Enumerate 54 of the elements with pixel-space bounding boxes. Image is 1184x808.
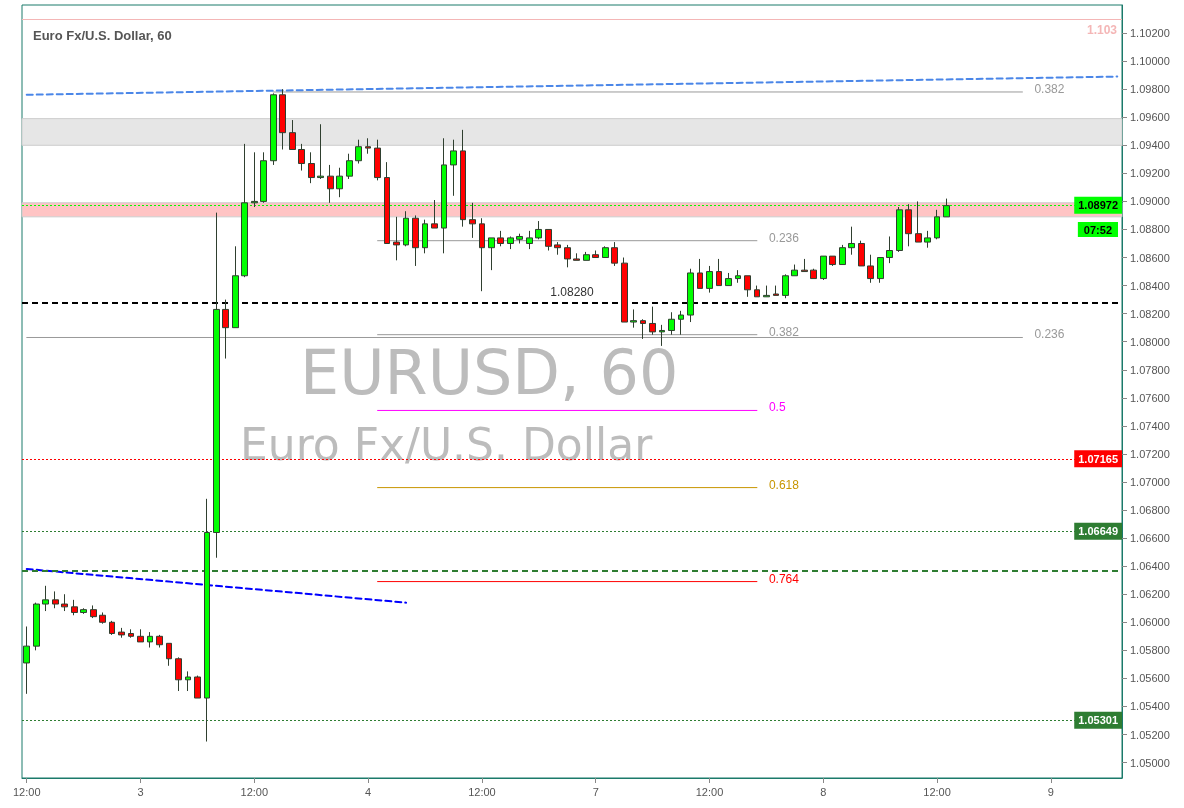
ref-line-label: 1.06649	[1078, 525, 1118, 538]
x-tick-label: 9	[1047, 785, 1054, 798]
series-label: 0.236	[768, 230, 800, 245]
y-tick-label: 1.08400	[1130, 279, 1170, 292]
y-tick-label: 1.08000	[1130, 335, 1170, 348]
y-tick-label: 1.05400	[1130, 700, 1170, 713]
y-tick-label: 1.07200	[1130, 447, 1170, 460]
y-tick-label: 1.10200	[1130, 27, 1170, 40]
series-label: 0.5	[768, 400, 786, 415]
series-label: 0.382	[1034, 81, 1065, 96]
ref-line-label: 1.103	[1086, 23, 1118, 38]
ref-line-label: 1.08972	[1078, 199, 1118, 212]
y-tick-label: 1.07600	[1130, 391, 1170, 404]
y-tick-label: 1.08200	[1130, 307, 1170, 320]
x-tick-label: 7	[592, 785, 599, 798]
x-tick-label: 12:00	[468, 785, 496, 798]
annotation: 07:52	[1083, 223, 1113, 236]
x-tick-label: 4	[365, 785, 372, 798]
y-tick-label: 1.09600	[1130, 111, 1170, 124]
y-tick-label: 1.07800	[1130, 363, 1170, 376]
y-tick-label: 1.09800	[1130, 83, 1170, 96]
y-tick-label: 1.05200	[1130, 728, 1170, 741]
y-tick-label: 1.05600	[1130, 672, 1170, 685]
y-tick-label: 1.09000	[1130, 195, 1170, 208]
y-tick-label: 1.07400	[1130, 419, 1170, 432]
series-label: 0.618	[768, 477, 800, 492]
y-tick-label: 1.08600	[1130, 251, 1170, 264]
ref-line-label: 1.08280	[550, 285, 595, 300]
y-tick-label: 1.05800	[1130, 644, 1170, 657]
x-tick-label: 12:00	[695, 785, 724, 798]
series-label: 0.236	[1034, 327, 1065, 342]
y-tick-label: 1.08800	[1130, 223, 1170, 236]
ref-line-label: 1.07165	[1078, 452, 1118, 465]
y-tick-label: 1.06000	[1130, 616, 1170, 629]
y-tick-label: 1.09200	[1130, 167, 1170, 180]
annotation: Euro Fx/U.S. Dollar	[240, 418, 654, 470]
y-tick-label: 1.05000	[1130, 756, 1170, 769]
ref-line-label: 1.05301	[1078, 714, 1118, 727]
x-tick-label: 12:00	[923, 785, 951, 798]
annotation: EURUSD, 60	[300, 335, 679, 409]
series-label: 0.382	[768, 324, 800, 339]
series-label: 0.764	[768, 571, 800, 586]
x-tick-label: 8	[820, 785, 827, 798]
text: Euro Fx/U.S. Dollar, 60	[33, 28, 172, 43]
y-tick-label: 1.06400	[1130, 560, 1170, 573]
y-tick-label: 1.06200	[1130, 588, 1170, 601]
y-tick-label: 1.06600	[1130, 532, 1170, 545]
x-tick-label: 12:00	[240, 785, 269, 798]
y-tick-label: 1.07000	[1130, 475, 1170, 488]
y-tick-label: 1.06800	[1130, 504, 1170, 517]
y-tick-label: 1.09400	[1130, 139, 1170, 152]
y-tick-label: 1.10000	[1130, 55, 1170, 68]
x-tick-label: 3	[137, 785, 144, 798]
x-tick-label: 12:00	[12, 785, 41, 798]
